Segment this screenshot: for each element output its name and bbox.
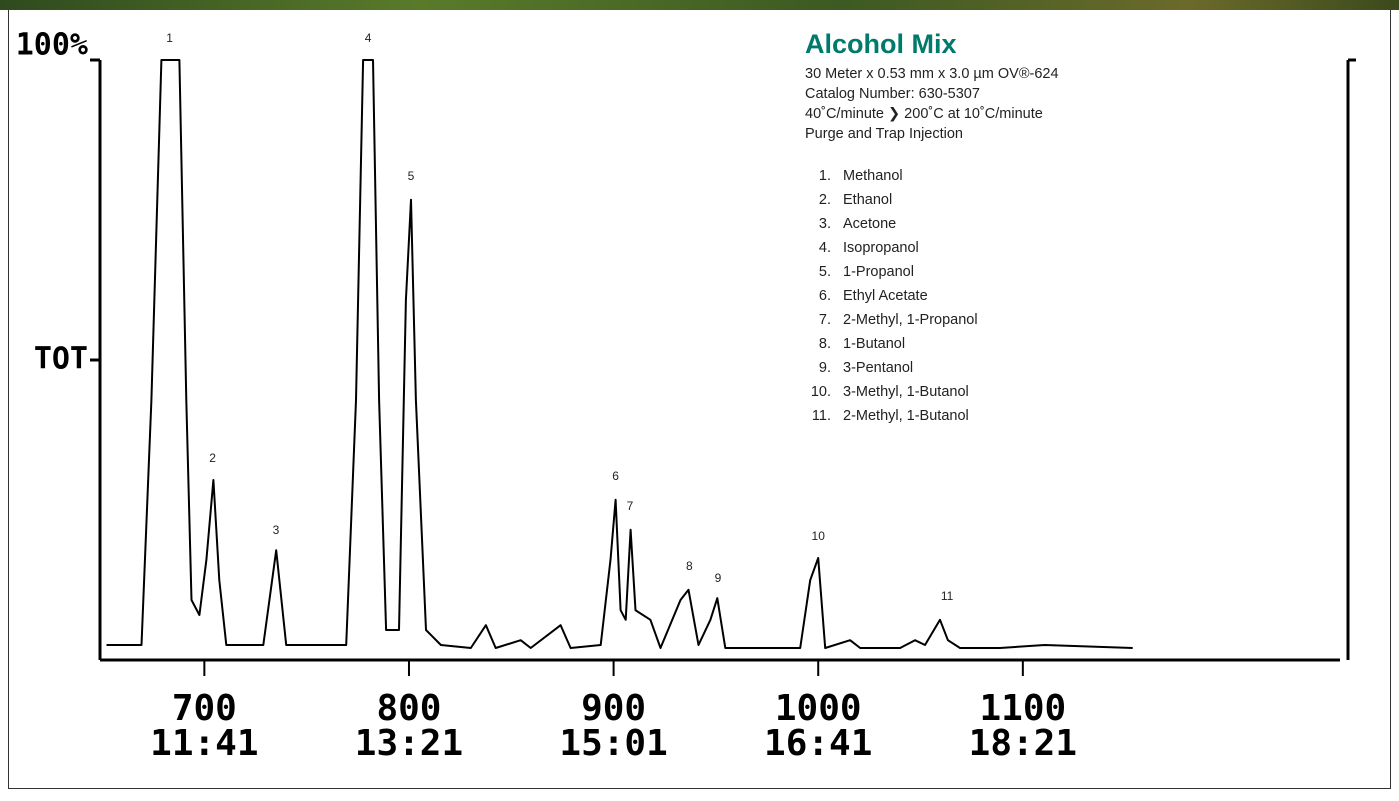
compound: 1-Butanol (835, 332, 1059, 356)
peak-label: 9 (715, 571, 722, 585)
compound: 3-Methyl, 1-Butanol (835, 380, 1059, 404)
peak-label: 6 (612, 469, 619, 483)
x-tick-time: 13:21 (355, 723, 463, 764)
header-photo-strip (0, 0, 1399, 10)
x-tick-time: 18:21 (969, 723, 1077, 764)
details: 30 Meter x 0.53 mm x 3.0 µm OV®-624 Catal… (805, 64, 1059, 144)
peak-label: 1 (166, 31, 173, 45)
x-tick-label: 700 (172, 688, 237, 729)
compound: 2-Methyl, 1-Butanol (835, 404, 1059, 428)
info-panel: Alcohol Mix 30 Meter x 0.53 mm x 3.0 µm … (805, 28, 1059, 428)
x-tick-label: 1100 (979, 688, 1066, 729)
compound: 3-Pentanol (835, 356, 1059, 380)
compound: Isopropanol (835, 236, 1059, 260)
peak-label: 8 (686, 559, 693, 573)
peak-label: 5 (408, 169, 415, 183)
chart-title: Alcohol Mix (805, 29, 957, 59)
x-tick-time: 16:41 (764, 723, 872, 764)
detail-line: 40˚C/minute ❯ 200˚C at 10˚C/minute (805, 106, 1043, 122)
compound: Ethanol (835, 188, 1059, 212)
peak-label: 11 (941, 589, 954, 603)
compound: Acetone (835, 212, 1059, 236)
y-tick-label: 100% (16, 28, 88, 63)
detail-line: Catalog Number: 630-5307 (805, 86, 980, 102)
peak-label: 7 (627, 499, 634, 513)
compound: Methanol (835, 164, 1059, 188)
peak-label: 4 (365, 31, 372, 45)
x-tick-label: 1000 (775, 688, 862, 729)
compound-list: MethanolEthanolAcetoneIsopropanol1-Propa… (805, 164, 1059, 428)
x-tick-time: 15:01 (559, 723, 667, 764)
x-tick-label: 900 (581, 688, 646, 729)
x-tick-time: 11:41 (150, 723, 258, 764)
detail-line: Purge and Trap Injection (805, 126, 963, 142)
chromatogram-trace (106, 59, 1133, 649)
frame (8, 10, 1391, 789)
compound: Ethyl Acetate (835, 284, 1059, 308)
compound: 1-Propanol (835, 260, 1059, 284)
peak-label: 3 (273, 523, 280, 537)
compound: 2-Methyl, 1-Propanol (835, 308, 1059, 332)
peak-label: 2 (209, 451, 216, 465)
x-tick-label: 800 (376, 688, 441, 729)
y-tick-label: TOT (34, 342, 88, 377)
detail-line: 30 Meter x 0.53 mm x 3.0 µm OV®-624 (805, 66, 1059, 82)
peak-label: 10 (812, 529, 826, 543)
